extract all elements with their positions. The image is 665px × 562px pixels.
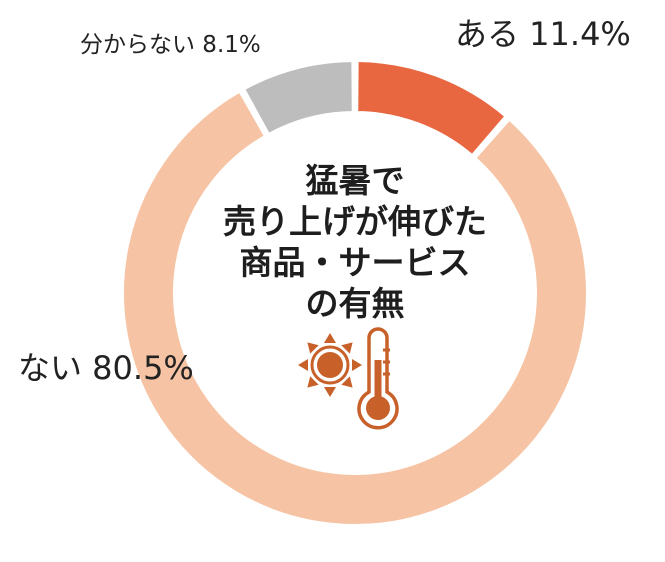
slice-aru xyxy=(354,57,510,160)
chart-title-line-4: の有無 xyxy=(305,284,405,323)
sun-ray xyxy=(341,342,353,354)
thermometer-icon xyxy=(357,327,399,430)
sun-icon xyxy=(298,333,362,397)
chart-title-line-2: 売り上げが伸びた xyxy=(223,202,487,241)
slices-group xyxy=(120,57,590,528)
sun-ray xyxy=(298,359,308,371)
slice-label-wakaranai: 分からない 8.1% xyxy=(80,32,261,58)
sun-ray xyxy=(341,376,353,388)
chart-title-line-3: 商品・サービス xyxy=(239,243,471,282)
slice-label-nai: ない 80.5% xyxy=(18,349,194,387)
slice-nai xyxy=(120,87,590,528)
sun-ray xyxy=(307,342,319,354)
sun-ray xyxy=(324,333,336,343)
sun-ray xyxy=(324,387,336,397)
sun-ray xyxy=(352,359,362,371)
chart-title: 猛暑で 売り上げが伸びた 商品・サービス の有無 xyxy=(200,160,510,324)
slice-label-aru: ある 11.4% xyxy=(455,15,631,53)
slice-wakaranai xyxy=(240,57,356,138)
chart-title-line-1: 猛暑で xyxy=(305,161,405,200)
sun-ray xyxy=(307,376,319,388)
